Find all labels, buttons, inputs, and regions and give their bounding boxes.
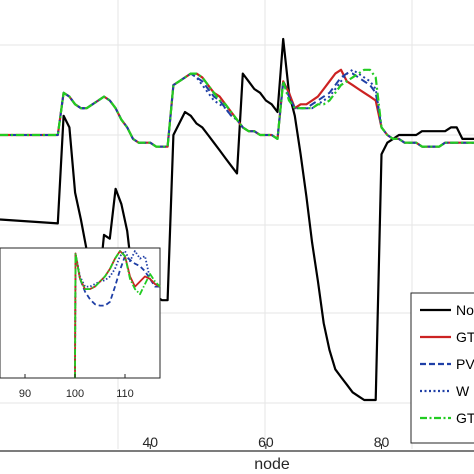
- inset-background: [0, 247, 161, 379]
- legend-label-2: GT: [456, 329, 474, 345]
- main-axes-frame: [0, 450, 474, 452]
- x-tick-label: 40: [143, 434, 159, 450]
- x-tick-label: 80: [374, 434, 390, 450]
- legend-label-5: GT: [456, 410, 474, 426]
- inset-series-group: [74, 250, 161, 379]
- inset-chart: 90 100 110: [0, 247, 161, 400]
- inset-x-tick-label: 100: [66, 388, 84, 400]
- main-x-ticks: 40 60 80: [143, 434, 390, 450]
- legend-label-4: W: [456, 383, 470, 399]
- legend-label-3: PV: [456, 356, 474, 372]
- x-axis-label: node: [254, 456, 290, 473]
- series-line-1: [0, 37, 474, 402]
- inset-x-ticks: 90 100 110: [19, 374, 134, 400]
- inset-series-line-4: [74, 250, 161, 379]
- main-grid: [0, 0, 474, 449]
- legend-label-1: No: [456, 302, 474, 318]
- inset-series-line-1: [74, 252, 160, 379]
- inset-x-tick-label: 90: [19, 388, 31, 400]
- x-tick-label: 60: [258, 434, 274, 450]
- main-series-group: [0, 37, 474, 402]
- legend: No GT PV W GT: [410, 292, 474, 444]
- inset-x-tick-label: 110: [116, 388, 134, 400]
- series-line-5: [0, 68, 474, 148]
